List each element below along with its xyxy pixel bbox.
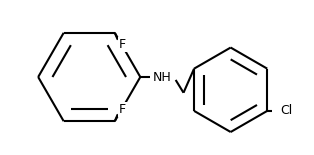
Text: NH: NH (153, 71, 171, 84)
Text: F: F (119, 103, 126, 116)
Text: F: F (119, 38, 126, 51)
Text: Cl: Cl (280, 104, 292, 117)
